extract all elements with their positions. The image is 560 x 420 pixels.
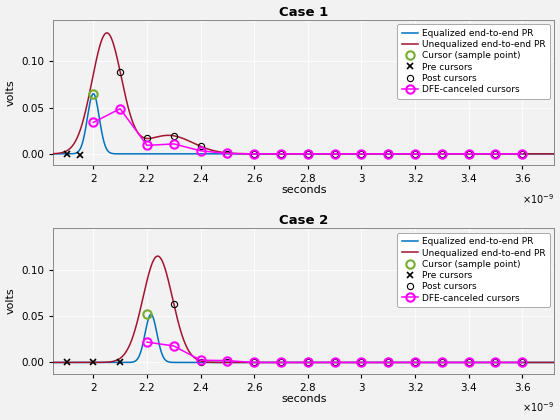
Legend: Equalized end-to-end PR, Unequalized end-to-end PR, Cursor (sample point), Pre c: Equalized end-to-end PR, Unequalized end… xyxy=(398,233,550,307)
Text: $\times10^{-9}$: $\times10^{-9}$ xyxy=(522,401,554,415)
X-axis label: seconds: seconds xyxy=(281,185,326,195)
Legend: Equalized end-to-end PR, Unequalized end-to-end PR, Cursor (sample point), Pre c: Equalized end-to-end PR, Unequalized end… xyxy=(398,24,550,99)
Y-axis label: volts: volts xyxy=(6,288,16,314)
Y-axis label: volts: volts xyxy=(6,79,16,106)
Title: Case 1: Case 1 xyxy=(279,5,328,18)
Text: $\times10^{-9}$: $\times10^{-9}$ xyxy=(522,192,554,206)
X-axis label: seconds: seconds xyxy=(281,394,326,404)
Title: Case 2: Case 2 xyxy=(279,214,328,227)
